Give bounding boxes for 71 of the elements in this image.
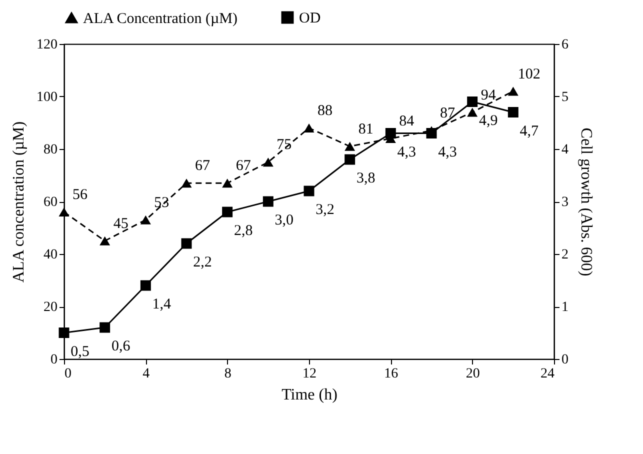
- data-label: 4,3: [397, 144, 416, 160]
- point: [304, 186, 314, 196]
- point: [58, 207, 70, 217]
- y-tick-label: 0: [50, 352, 58, 368]
- x-tick-label: 12: [302, 366, 316, 382]
- data-label: 56: [72, 187, 88, 203]
- x-tick-label: 0: [64, 366, 72, 382]
- y2-tick-label: 4: [562, 142, 568, 158]
- y2-tick-label: 2: [562, 248, 568, 262]
- y2-tick-label: 5: [562, 90, 568, 105]
- data-label: 4,7: [520, 123, 540, 140]
- data-label: 75: [276, 137, 292, 154]
- data-label: 67: [236, 158, 252, 174]
- data-label: 81: [358, 121, 374, 138]
- point: [100, 236, 110, 246]
- y-tick-label: 100: [36, 90, 58, 105]
- point: [222, 206, 233, 218]
- point: [344, 154, 356, 165]
- data-label: 2,8: [234, 223, 253, 239]
- point: [262, 196, 274, 207]
- x-axis-title: Time (h): [282, 386, 338, 404]
- point: [58, 328, 70, 338]
- point: [181, 178, 192, 188]
- point: [508, 86, 518, 96]
- data-label: 45: [113, 216, 128, 232]
- data-label: 84: [399, 114, 415, 130]
- y-tick-label: 80: [44, 142, 58, 158]
- point: [262, 158, 274, 167]
- x-tick-label: 20: [466, 366, 480, 382]
- data-label: 4,9: [478, 112, 498, 129]
- point: [140, 215, 151, 224]
- point: [344, 142, 356, 151]
- data-label: 3,2: [316, 202, 334, 218]
- point: [467, 96, 478, 107]
- y2-tick-label: 0: [562, 352, 568, 368]
- data-label: 88: [318, 103, 332, 119]
- data-label: 0,6: [111, 338, 131, 354]
- x-tick-label: 4: [142, 366, 150, 382]
- point: [385, 128, 396, 138]
- y-tick-label: 40: [44, 248, 58, 262]
- point: [181, 238, 192, 249]
- point: [304, 123, 314, 133]
- data-label: 3,0: [274, 212, 294, 228]
- y-axis-title: ALA concentration (µM): [10, 121, 28, 283]
- data-label: 4,3: [438, 144, 457, 160]
- x-tick-label: 24: [540, 366, 554, 382]
- point: [467, 108, 478, 117]
- point: [508, 107, 518, 118]
- data-label: 0,5: [70, 344, 90, 360]
- y-tick-label: 120: [36, 38, 58, 52]
- x-tick-label: 8: [224, 366, 232, 382]
- data-label: 87: [440, 106, 456, 122]
- data-label: 102: [518, 66, 540, 82]
- y-tick-label: 60: [44, 195, 58, 210]
- y-tick-label: 20: [44, 300, 58, 315]
- x-tick-label: 16: [384, 366, 398, 382]
- data-label: 3,8: [356, 170, 376, 186]
- point: [426, 128, 437, 138]
- point: [100, 322, 110, 333]
- point: [222, 178, 233, 188]
- data-label: 2,2: [193, 254, 212, 270]
- data-label: 94: [480, 87, 496, 104]
- y2-tick-label: 1: [562, 300, 568, 315]
- point: [140, 280, 151, 291]
- legend-label: ALA Concentration (µM): [83, 10, 238, 27]
- y2-tick-label: 6: [562, 38, 568, 52]
- legend-label: OD: [299, 10, 321, 27]
- y2-axis-title: Cell growth (Abs. 600): [578, 128, 594, 276]
- data-label: 67: [195, 158, 210, 174]
- data-label: 1,4: [152, 296, 172, 312]
- y2-tick-label: 3: [562, 195, 568, 210]
